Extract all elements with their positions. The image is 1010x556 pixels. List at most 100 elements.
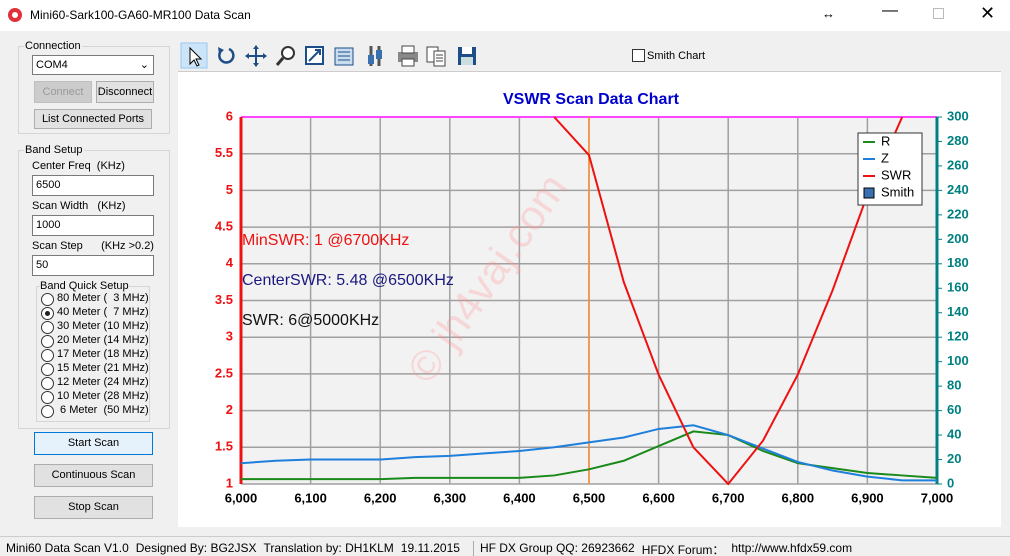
legend-label: Smith	[881, 184, 914, 199]
band-group	[18, 150, 170, 429]
radio-label: 20 Meter (14 MHz)	[57, 334, 149, 346]
y-tick-label: 4	[226, 255, 234, 270]
status-text: Mini60 Data Scan V1.0	[6, 541, 129, 555]
status-text: Translation by: DH1KLM	[263, 541, 394, 555]
y2-tick-label: 240	[947, 182, 969, 197]
radio[interactable]	[41, 391, 54, 404]
y2-tick-label: 280	[947, 133, 969, 148]
radio[interactable]	[41, 349, 54, 362]
window-title: Mini60-Sark100-GA60-MR100 Data Scan	[30, 8, 251, 22]
field-input[interactable]: 50	[32, 255, 154, 276]
y2-tick-label: 160	[947, 280, 969, 295]
group-label: Band Quick Setup	[40, 280, 129, 292]
button[interactable]: Start Scan	[34, 432, 153, 455]
y-tick-label: 5.5	[215, 145, 233, 160]
y-tick-label: 1	[226, 475, 233, 490]
radio-label: 17 Meter (18 MHz)	[57, 348, 149, 360]
resize-icon: ↔	[822, 6, 835, 21]
status-bar: Mini60 Data Scan V1.0 Designed By: BG2JSX…	[0, 536, 1010, 556]
chart-title: VSWR Scan Data Chart	[503, 91, 680, 108]
status-text: http://www.hfdx59.com	[731, 541, 853, 555]
radio-label: 12 Meter (24 MHz)	[57, 376, 149, 388]
annotation: CenterSWR: 5.48 @6500KHz	[242, 272, 454, 289]
y2-tick-label: 100	[947, 353, 969, 368]
legend-swatch	[863, 187, 875, 199]
y-tick-label: 2	[226, 402, 233, 417]
radio[interactable]	[41, 293, 54, 306]
field-input[interactable]: 1000	[32, 215, 154, 236]
smith-checkbox[interactable]	[632, 49, 645, 62]
radio-label: 80 Meter ( 3 MHz)	[57, 292, 149, 304]
radio-label: 10 Meter (28 MHz)	[57, 390, 149, 402]
y-tick-label: 6	[226, 108, 233, 123]
field-label: Scan Width (KHz)	[32, 200, 126, 212]
y2-tick-label: 220	[947, 206, 969, 221]
maximize[interactable]	[933, 8, 944, 19]
series-line	[240, 424, 937, 482]
radio[interactable]	[41, 307, 54, 320]
y2-tick-label: 180	[947, 255, 969, 270]
field-label: Center Freq (KHz)	[32, 160, 125, 172]
radio[interactable]	[41, 335, 54, 348]
y-tick-label: 3.5	[215, 292, 233, 307]
x-tick-label: 6,500	[573, 490, 606, 505]
app-icon	[8, 8, 22, 22]
port-value: COM4	[36, 59, 68, 71]
status-text: 19.11.2015	[400, 541, 460, 555]
y-tick-label: 4.5	[215, 219, 233, 234]
y2-tick-label: 140	[947, 304, 969, 319]
radio[interactable]	[41, 405, 54, 418]
x-tick-label: 6,600	[642, 490, 675, 505]
y-tick-label: 2.5	[215, 365, 233, 380]
y2-tick-label: 20	[947, 451, 961, 466]
y2-tick-label: 200	[947, 231, 969, 246]
x-tick-label: 6,800	[782, 490, 815, 505]
x-tick-label: 7,000	[921, 490, 954, 505]
radio[interactable]	[41, 363, 54, 376]
annotation: SWR: 6@5000KHz	[242, 312, 379, 329]
button[interactable]: Continuous Scan	[34, 464, 153, 487]
field-input[interactable]: 6500	[32, 175, 154, 196]
x-tick-label: 6,900	[851, 490, 884, 505]
y-tick-label: 1.5	[215, 439, 233, 454]
button[interactable]: Stop Scan	[34, 496, 153, 519]
annotation: MinSWR: 1 @6700KHz	[242, 232, 409, 249]
x-tick-label: 6,100	[294, 490, 327, 505]
y2-tick-label: 80	[947, 378, 961, 393]
connection-group	[18, 46, 170, 134]
toolbar: Smith Chart	[178, 40, 1001, 72]
status-text: HF DX Group QQ: 26923662	[472, 541, 635, 556]
y2-tick-label: 120	[947, 329, 969, 344]
group-label: Connection	[24, 40, 82, 52]
status-text: HFDX Forum：	[641, 543, 725, 556]
field-label: Scan Step (KHz >0.2)	[32, 240, 154, 252]
y-tick-label: 3	[226, 329, 233, 344]
toolbar-icons[interactable]	[178, 40, 498, 71]
y2-tick-label: 60	[947, 402, 961, 417]
connect-button[interactable]: Connect	[34, 81, 92, 103]
y2-tick-label: 40	[947, 427, 961, 442]
radio-label: 40 Meter ( 7 MHz)	[57, 306, 149, 318]
x-tick-label: 6,200	[364, 490, 397, 505]
x-tick-label: 6,300	[434, 490, 467, 505]
y2-tick-label: 300	[947, 108, 969, 123]
radio-label: 15 Meter (21 MHz)	[57, 362, 149, 374]
disconnect-button[interactable]: Disconnect	[96, 81, 154, 103]
close[interactable]: ✕	[980, 3, 996, 23]
group-label: Band Setup	[24, 144, 84, 156]
title-bar: Mini60-Sark100-GA60-MR100 Data Scan ↔ — …	[0, 0, 1010, 31]
checkbox-label: Smith Chart	[647, 50, 706, 62]
radio[interactable]	[41, 377, 54, 390]
y2-tick-label: 260	[947, 157, 969, 172]
legend-label: SWR	[881, 167, 911, 182]
minimize[interactable]: —	[882, 2, 898, 19]
y-tick-label: 5	[226, 182, 233, 197]
list-ports-button[interactable]: List Connected Ports	[34, 109, 152, 129]
chart: VSWR Scan Data Chart 6,000 6,100 6,200 6,300…	[178, 72, 1001, 527]
legend-label: R	[881, 133, 890, 148]
port-select[interactable]: COM4 ⌄	[32, 55, 154, 75]
radio[interactable]	[41, 321, 54, 334]
series-line	[553, 116, 904, 486]
legend-label: Z	[881, 150, 889, 165]
